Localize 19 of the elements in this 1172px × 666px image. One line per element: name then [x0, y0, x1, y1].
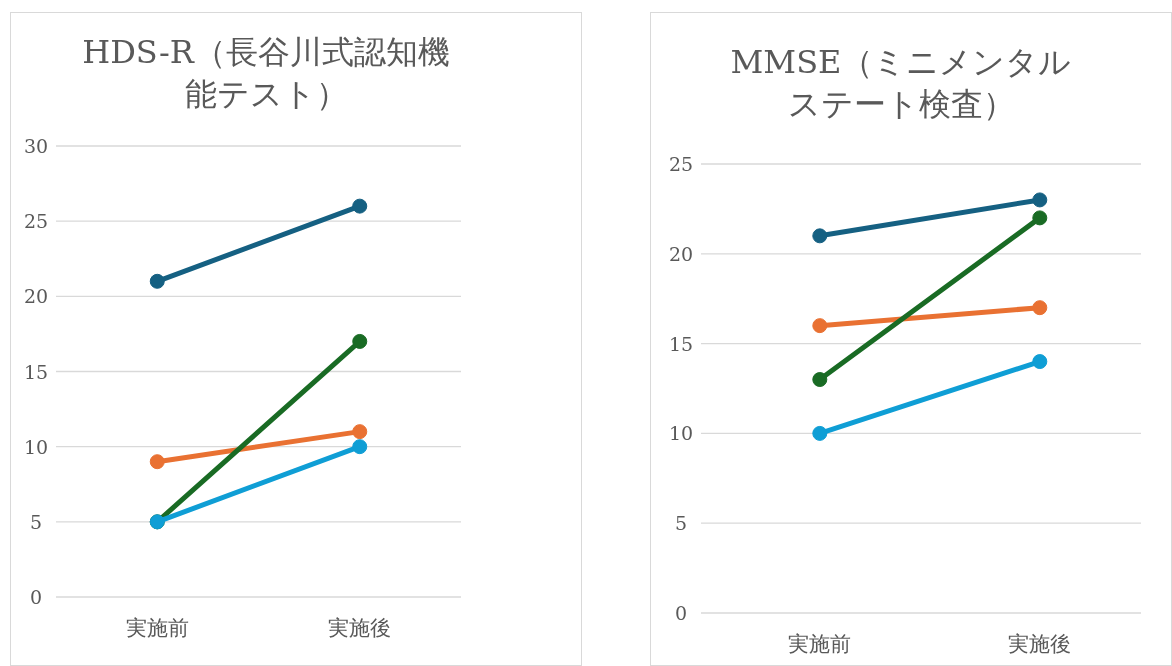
x-tick-label: 実施後	[328, 616, 392, 640]
y-tick-label: 20	[668, 242, 694, 265]
chart-title: MMSE（ミニメンタルステート検査）	[729, 42, 1073, 125]
y-tick-label: 25	[23, 210, 49, 233]
chart-title: HDS-R（長谷川式認知機能テスト）	[81, 32, 451, 115]
y-tick-label: 15	[23, 360, 49, 383]
y-tick-label: 30	[23, 135, 49, 157]
y-tick-label: 10	[668, 422, 694, 445]
x-tick-label: 実施後	[1008, 632, 1072, 656]
y-tick-label: 20	[23, 285, 49, 308]
x-tick-label: 実施前	[788, 632, 852, 656]
y-tick-label: 5	[29, 510, 43, 533]
x-tick-label: 実施前	[125, 616, 189, 640]
y-tick-label: 10	[23, 435, 49, 458]
y-tick-label: 25	[668, 153, 694, 175]
y-tick-label: 15	[668, 332, 694, 355]
y-tick-label: 0	[29, 586, 43, 608]
y-tick-label: 5	[674, 512, 688, 535]
y-tick-label: 0	[674, 602, 688, 624]
